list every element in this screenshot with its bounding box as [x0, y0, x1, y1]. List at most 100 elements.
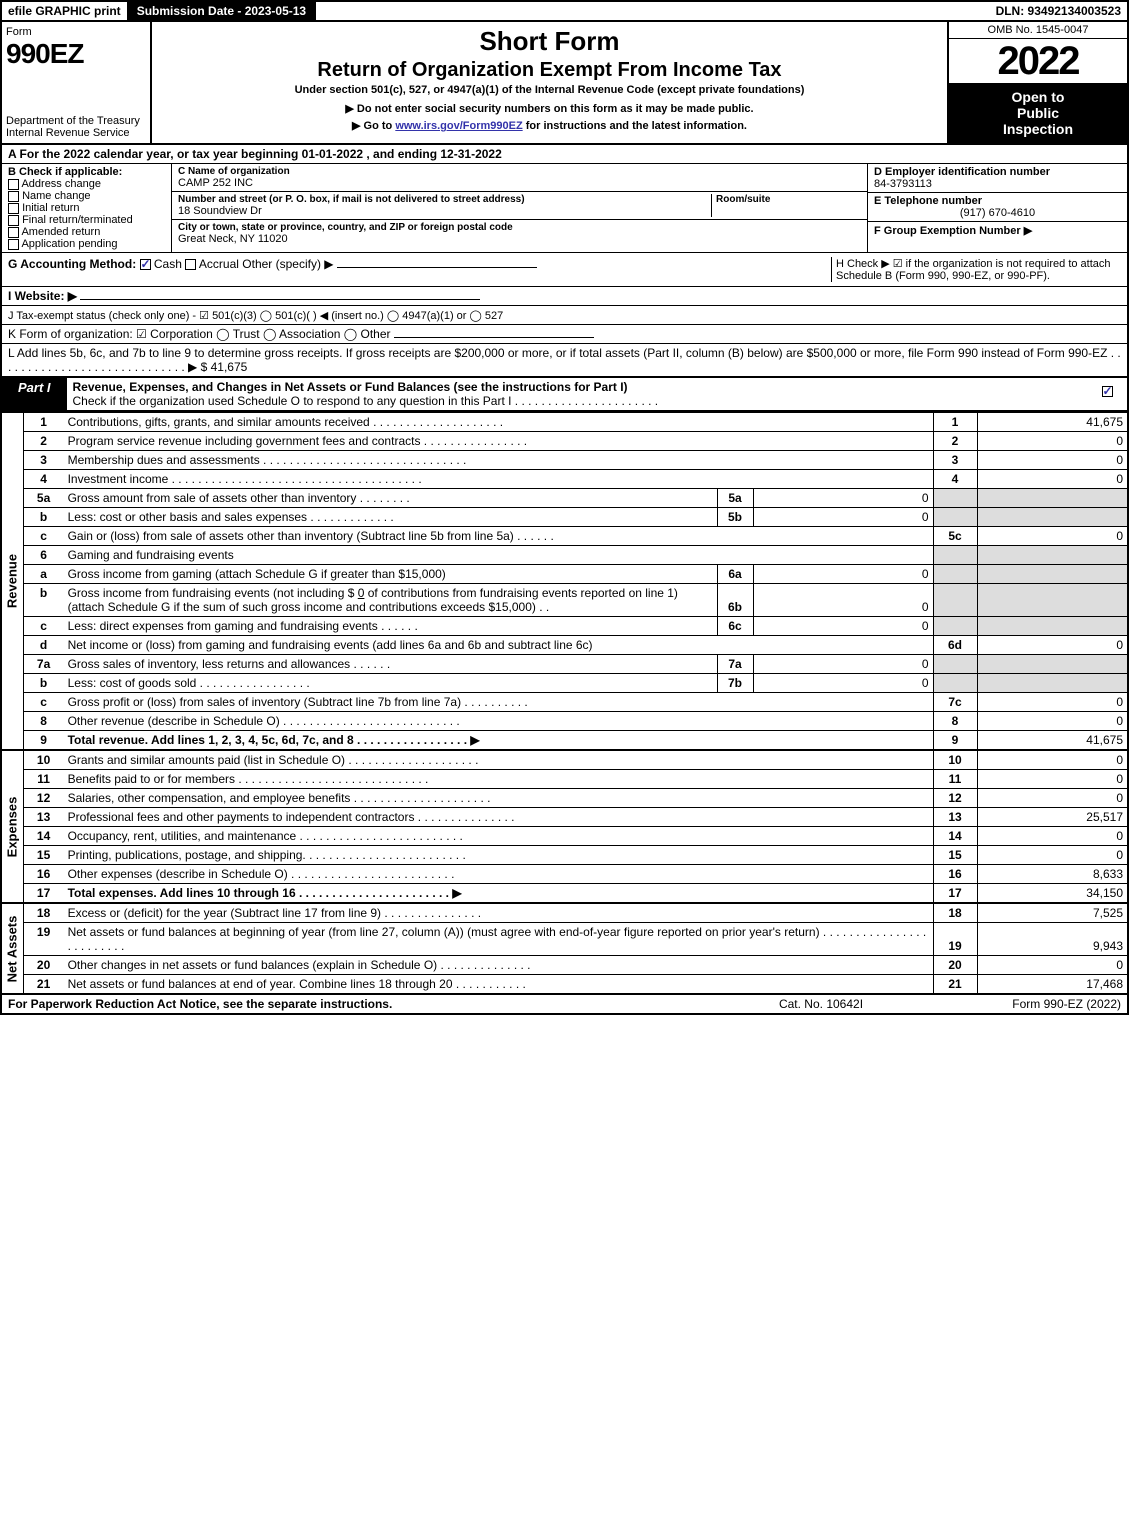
submission-date: Submission Date - 2023-05-13 [127, 2, 316, 20]
line-l: L Add lines 5b, 6c, and 7b to line 9 to … [2, 343, 1127, 376]
table-row: cLess: direct expenses from gaming and f… [24, 617, 1127, 636]
ck-pending: Application pending [8, 238, 165, 250]
form-number: 990EZ [6, 38, 146, 70]
other-org-input[interactable] [394, 337, 594, 338]
open-line3: Inspection [953, 121, 1123, 137]
form-title: Short Form [160, 26, 939, 57]
part-1-tab: Part I [2, 378, 67, 410]
line-a: A For the 2022 calendar year, or tax yea… [2, 143, 1127, 163]
checkbox-icon[interactable] [8, 203, 19, 214]
part-1-header: Part I Revenue, Expenses, and Changes in… [2, 376, 1127, 411]
table-row: cGain or (loss) from sale of assets othe… [24, 527, 1127, 546]
table-row: 19Net assets or fund balances at beginni… [24, 923, 1127, 956]
revenue-table: 1Contributions, gifts, grants, and simil… [24, 413, 1127, 749]
net-assets-side-label: Net Assets [2, 904, 24, 993]
open-line1: Open to [953, 89, 1123, 105]
street-value: 18 Soundview Dr [178, 205, 711, 217]
header-center: Short Form Return of Organization Exempt… [152, 22, 947, 143]
header-right: OMB No. 1545-0047 2022 Open to Public In… [947, 22, 1127, 143]
org-name-label: C Name of organization [178, 166, 290, 177]
efile-label: efile GRAPHIC print [2, 2, 127, 20]
table-row: bLess: cost or other basis and sales exp… [24, 508, 1127, 527]
department-label: Department of the Treasury Internal Reve… [6, 115, 146, 139]
table-row: bGross income from fundraising events (n… [24, 584, 1127, 617]
table-row: 12Salaries, other compensation, and empl… [24, 789, 1127, 808]
tel-label: E Telephone number [874, 195, 982, 207]
irs-link[interactable]: www.irs.gov/Form990EZ [395, 120, 522, 132]
table-row: 14Occupancy, rent, utilities, and mainte… [24, 827, 1127, 846]
ein-row: D Employer identification number 84-3793… [868, 164, 1127, 193]
checkbox-icon[interactable] [8, 215, 19, 226]
city-value: Great Neck, NY 11020 [178, 233, 513, 245]
part-1-title: Revenue, Expenses, and Changes in Net As… [67, 378, 1087, 410]
ssn-note: ▶ Do not enter social security numbers o… [160, 102, 939, 115]
table-row: 4Investment income . . . . . . . . . . .… [24, 470, 1127, 489]
form-word: Form [6, 26, 146, 38]
top-bar: efile GRAPHIC print Submission Date - 20… [2, 2, 1127, 20]
page-footer: For Paperwork Reduction Act Notice, see … [2, 993, 1127, 1013]
room-label: Room/suite [716, 194, 861, 205]
tel-value: (917) 670-4610 [874, 207, 1121, 219]
table-row: 17Total expenses. Add lines 10 through 1… [24, 884, 1127, 903]
goto-pre: ▶ Go to [352, 120, 395, 132]
revenue-section: Revenue 1Contributions, gifts, grants, a… [2, 411, 1127, 749]
ck-initial: Initial return [8, 202, 165, 214]
header-left: Form 990EZ Department of the Treasury In… [2, 22, 152, 143]
table-row: 5aGross amount from sale of assets other… [24, 489, 1127, 508]
section-c: C Name of organization CAMP 252 INC Numb… [172, 164, 867, 252]
checkbox-icon[interactable] [8, 227, 19, 238]
table-row: 7aGross sales of inventory, less returns… [24, 655, 1127, 674]
gross-receipts: 41,675 [211, 360, 248, 374]
form-990ez-page: efile GRAPHIC print Submission Date - 20… [0, 0, 1129, 1015]
under-section: Under section 501(c), 527, or 4947(a)(1)… [160, 84, 939, 96]
form-header: Form 990EZ Department of the Treasury In… [2, 20, 1127, 143]
website-input[interactable] [80, 299, 480, 300]
checkbox-icon[interactable] [8, 191, 19, 202]
section-d: D Employer identification number 84-3793… [867, 164, 1127, 252]
line-h: H Check ▶ ☑ if the organization is not r… [831, 257, 1121, 282]
table-row: 13Professional fees and other payments t… [24, 808, 1127, 827]
ck-address: Address change [8, 178, 165, 190]
org-name-row: C Name of organization CAMP 252 INC [172, 164, 867, 192]
form-subtitle: Return of Organization Exempt From Incom… [160, 59, 939, 82]
net-assets-table: 18Excess or (deficit) for the year (Subt… [24, 904, 1127, 993]
open-line2: Public [953, 105, 1123, 121]
tel-row: E Telephone number (917) 670-4610 [868, 193, 1127, 222]
table-row: 10Grants and similar amounts paid (list … [24, 751, 1127, 770]
street-label: Number and street (or P. O. box, if mail… [178, 194, 711, 205]
street-row: Number and street (or P. O. box, if mail… [172, 192, 867, 220]
expenses-side-label: Expenses [2, 751, 24, 902]
schedule-o-checkbox[interactable] [1102, 386, 1113, 397]
ein-value: 84-3793113 [874, 178, 932, 190]
city-row: City or town, state or province, country… [172, 220, 867, 247]
checkbox-icon[interactable] [8, 179, 19, 190]
goto-post: for instructions and the latest informat… [526, 120, 747, 132]
expenses-section: Expenses 10Grants and similar amounts pa… [2, 749, 1127, 902]
table-row: 18Excess or (deficit) for the year (Subt… [24, 904, 1127, 923]
section-b-title: B Check if applicable: [8, 166, 122, 178]
checkbox-icon[interactable] [8, 239, 19, 250]
open-to-public: Open to Public Inspection [949, 83, 1127, 143]
table-row: 20Other changes in net assets or fund ba… [24, 956, 1127, 975]
table-row: 3Membership dues and assessments . . . .… [24, 451, 1127, 470]
checkbox-cash[interactable] [140, 259, 151, 270]
checkbox-accrual[interactable] [185, 259, 196, 270]
line-j: J Tax-exempt status (check only one) - ☑… [2, 305, 1127, 324]
table-row: 21Net assets or fund balances at end of … [24, 975, 1127, 994]
tax-year: 2022 [949, 39, 1127, 83]
ck-name: Name change [8, 190, 165, 202]
table-row: 2Program service revenue including gover… [24, 432, 1127, 451]
line-k: K Form of organization: ☑ Corporation ◯ … [2, 324, 1127, 343]
line-g: G Accounting Method: Cash Accrual Other … [8, 257, 831, 282]
city-label: City or town, state or province, country… [178, 222, 513, 233]
table-row: 16Other expenses (describe in Schedule O… [24, 865, 1127, 884]
footer-center: Cat. No. 10642I [721, 997, 921, 1011]
table-row: 8Other revenue (describe in Schedule O) … [24, 712, 1127, 731]
goto-line: ▶ Go to www.irs.gov/Form990EZ for instru… [160, 119, 939, 132]
net-assets-section: Net Assets 18Excess or (deficit) for the… [2, 902, 1127, 993]
other-input[interactable] [337, 267, 537, 268]
table-row: 6Gaming and fundraising events [24, 546, 1127, 565]
dln-label: DLN: 93492134003523 [990, 2, 1127, 20]
table-row: 9Total revenue. Add lines 1, 2, 3, 4, 5c… [24, 731, 1127, 750]
ein-label: D Employer identification number [874, 166, 1050, 178]
